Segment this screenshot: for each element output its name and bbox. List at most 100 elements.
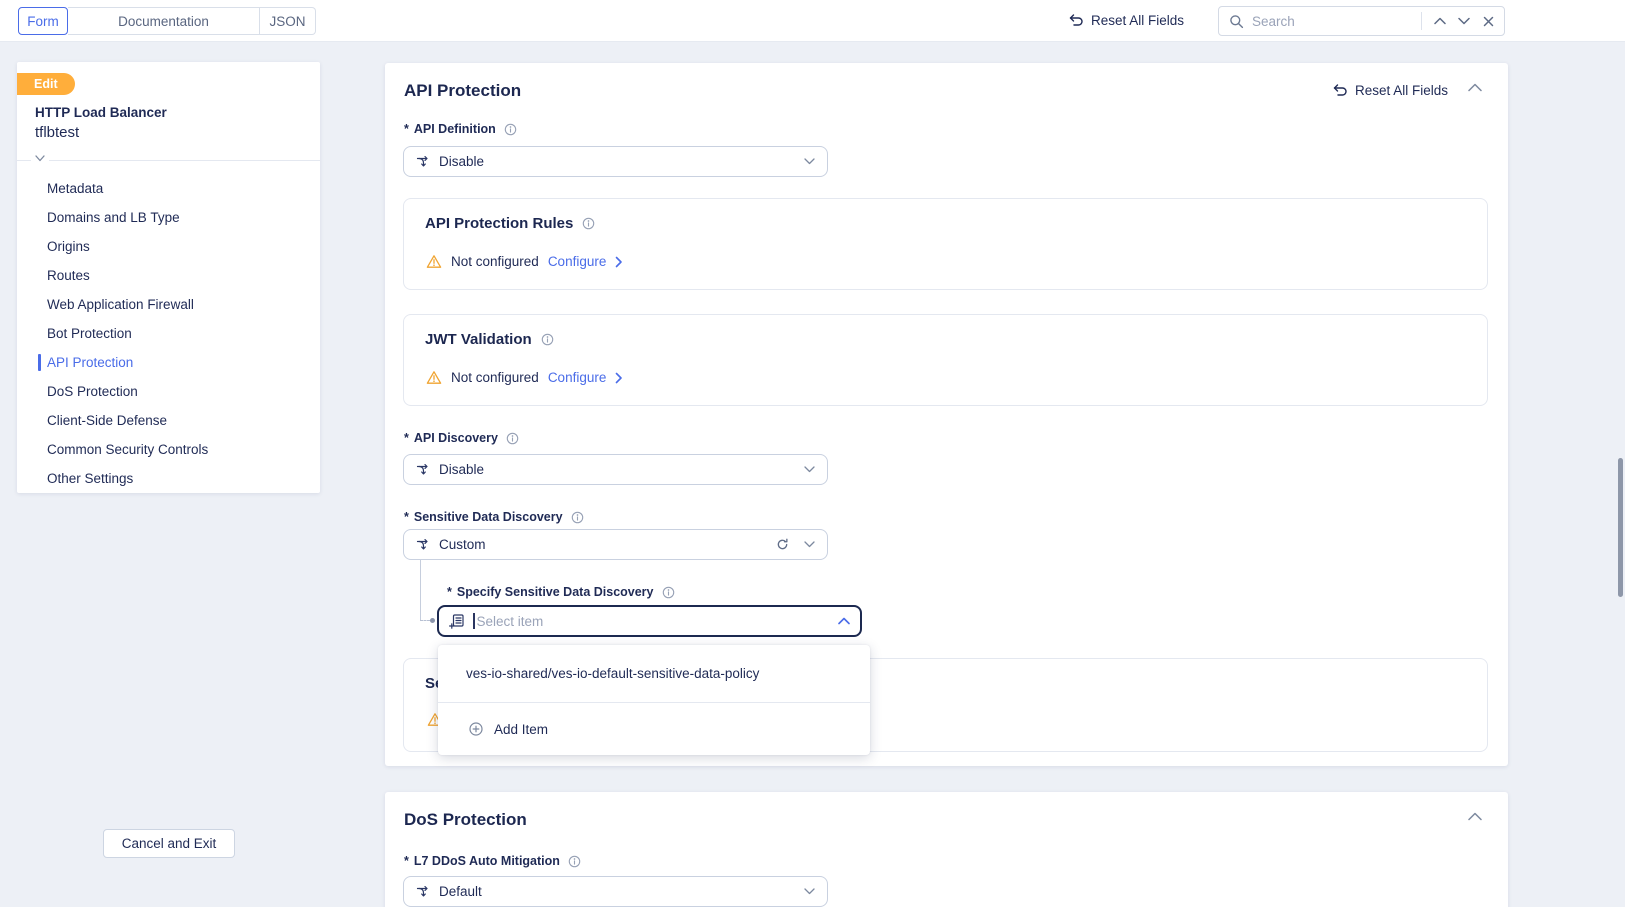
api-discovery-label: * API Discovery xyxy=(404,431,519,445)
api-protection-section: API Protection Reset All Fields * API De… xyxy=(385,63,1508,766)
edit-badge: Edit xyxy=(17,73,75,95)
api-discovery-select[interactable]: Disable xyxy=(403,454,828,485)
jwt-validation-card: JWT Validation Not configured Configure xyxy=(403,314,1488,406)
reset-icon xyxy=(1068,12,1084,28)
card-title: API Protection Rules xyxy=(425,215,595,232)
search-input[interactable] xyxy=(1252,13,1415,29)
configure-link[interactable]: Configure xyxy=(547,370,607,385)
text-cursor xyxy=(473,613,475,629)
sidebar-item-waf[interactable]: Web Application Firewall xyxy=(47,297,194,312)
l7-ddos-auto-mitigation-select[interactable]: Default xyxy=(403,876,828,907)
plus-circle-icon xyxy=(468,721,484,737)
status-text: Not configured xyxy=(451,254,539,269)
view-tabs: Form Documentation JSON xyxy=(18,7,316,35)
field-connector-dot xyxy=(430,618,435,623)
sidebar-item-routes[interactable]: Routes xyxy=(47,268,90,283)
oneof-branch-icon xyxy=(416,463,430,477)
l7-ddos-auto-mitigation-label: * L7 DDoS Auto Mitigation xyxy=(404,854,581,868)
refresh-icon[interactable] xyxy=(776,538,789,551)
info-icon[interactable] xyxy=(506,432,519,445)
search-divider xyxy=(1421,12,1422,30)
field-connector-line xyxy=(420,560,421,621)
select-item-input[interactable] xyxy=(476,613,830,629)
section-title: DoS Protection xyxy=(404,810,527,829)
reset-icon xyxy=(1332,82,1348,98)
sensitive-data-discovery-value: Custom xyxy=(439,537,486,552)
oneof-branch-icon xyxy=(416,885,430,899)
info-icon[interactable] xyxy=(662,586,675,599)
info-icon[interactable] xyxy=(504,123,517,136)
sidebar-item-common-security-controls[interactable]: Common Security Controls xyxy=(47,442,209,457)
configure-link[interactable]: Configure xyxy=(547,254,607,269)
l7-ddos-auto-mitigation-value: Default xyxy=(439,884,482,899)
chevron-right-icon xyxy=(615,256,623,268)
select-item-dropdown: ves-io-shared/ves-io-default-sensitive-d… xyxy=(438,645,870,755)
tab-documentation[interactable]: Documentation xyxy=(68,7,260,35)
sidebar-item-api-protection[interactable]: API Protection xyxy=(17,348,320,377)
api-definition-select[interactable]: Disable xyxy=(403,146,828,177)
api-discovery-value: Disable xyxy=(439,462,485,477)
collapse-section-icon[interactable] xyxy=(1468,812,1482,821)
collapse-section-icon[interactable] xyxy=(1468,83,1482,92)
chevron-up-icon[interactable] xyxy=(838,617,850,625)
sidebar-item-dos-protection[interactable]: DoS Protection xyxy=(47,384,138,399)
active-indicator xyxy=(38,354,41,371)
search-close-button[interactable] xyxy=(1476,9,1500,33)
vertical-scrollbar-thumb[interactable] xyxy=(1618,458,1623,597)
field-connector-dash xyxy=(420,620,430,621)
warning-icon xyxy=(426,254,442,269)
sidebar: Edit HTTP Load Balancer tflbtest Metadat… xyxy=(17,62,320,493)
info-icon[interactable] xyxy=(568,855,581,868)
oneof-branch-icon xyxy=(416,538,430,552)
card-status-row: Not configured Configure xyxy=(426,370,623,385)
warning-icon xyxy=(426,370,442,385)
sensitive-data-discovery-select[interactable]: Custom xyxy=(403,529,828,560)
search-prev-button[interactable] xyxy=(1428,9,1452,33)
tab-form[interactable]: Form xyxy=(18,7,68,35)
section-title: API Protection xyxy=(404,81,522,100)
cancel-and-exit-button[interactable]: Cancel and Exit xyxy=(103,829,235,858)
info-icon[interactable] xyxy=(541,333,554,346)
api-protection-rules-card: API Protection Rules Not configured Conf… xyxy=(403,198,1488,290)
list-add-icon xyxy=(449,613,465,629)
chevron-down-icon xyxy=(804,541,815,548)
sidebar-item-metadata[interactable]: Metadata xyxy=(47,181,104,196)
top-bar: Form Documentation JSON Reset All Fields xyxy=(0,0,1625,42)
sidebar-divider xyxy=(17,160,320,161)
api-definition-value: Disable xyxy=(439,154,485,169)
dropdown-option[interactable]: ves-io-shared/ves-io-default-sensitive-d… xyxy=(466,666,760,681)
api-definition-label: * API Definition xyxy=(404,122,517,136)
sidebar-item-domains-lb-type[interactable]: Domains and LB Type xyxy=(47,210,180,225)
oneof-branch-icon xyxy=(416,155,430,169)
status-text: Not configured xyxy=(451,370,539,385)
specify-sensitive-data-discovery-label: * Specify Sensitive Data Discovery xyxy=(447,585,675,599)
collapse-tree-icon[interactable] xyxy=(31,155,49,162)
sensitive-data-discovery-label: * Sensitive Data Discovery xyxy=(404,510,584,524)
reset-all-fields-label: Reset All Fields xyxy=(1091,12,1185,28)
specify-sensitive-data-discovery-combobox[interactable] xyxy=(437,605,862,637)
dos-protection-section: DoS Protection * L7 DDoS Auto Mitigation… xyxy=(385,792,1508,907)
reset-all-fields-button[interactable]: Reset All Fields xyxy=(1068,12,1184,28)
chevron-down-icon xyxy=(804,888,815,895)
search-next-button[interactable] xyxy=(1452,9,1476,33)
add-item-button[interactable]: Add Item xyxy=(438,703,870,755)
dropdown-divider xyxy=(438,702,870,703)
sidebar-nav: Metadata Domains and LB Type Origins Rou… xyxy=(17,174,320,493)
sidebar-item-origins[interactable]: Origins xyxy=(47,239,90,254)
sidebar-item-bot-protection[interactable]: Bot Protection xyxy=(47,326,132,341)
card-title: JWT Validation xyxy=(425,331,554,348)
search-box xyxy=(1218,6,1505,36)
chevron-down-icon xyxy=(804,466,815,473)
chevron-down-icon xyxy=(804,158,815,165)
tab-json[interactable]: JSON xyxy=(260,7,316,35)
section-reset-all-fields-button[interactable]: Reset All Fields xyxy=(1332,82,1448,98)
search-icon xyxy=(1229,14,1244,29)
object-name: tflbtest xyxy=(35,124,80,141)
chevron-right-icon xyxy=(615,372,623,384)
info-icon[interactable] xyxy=(582,217,595,230)
card-status-row: Not configured Configure xyxy=(426,254,623,269)
object-type-label: HTTP Load Balancer xyxy=(35,105,167,120)
info-icon[interactable] xyxy=(571,511,584,524)
sidebar-item-client-side-defense[interactable]: Client-Side Defense xyxy=(47,413,168,428)
sidebar-item-other-settings[interactable]: Other Settings xyxy=(47,471,134,486)
